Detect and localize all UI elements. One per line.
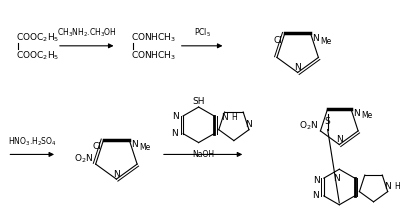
Text: N: N <box>131 140 138 149</box>
Text: N: N <box>245 120 252 129</box>
Text: O$_2$N: O$_2$N <box>74 153 94 165</box>
Text: Me: Me <box>321 37 332 46</box>
Text: N: N <box>113 170 120 179</box>
Text: COOC$_2$H$_5$: COOC$_2$H$_5$ <box>16 32 60 44</box>
Text: S: S <box>325 117 330 126</box>
Text: Cl: Cl <box>93 142 102 151</box>
Text: N: N <box>333 174 339 183</box>
Text: N: N <box>171 129 178 138</box>
Text: CONHCH$_3$: CONHCH$_3$ <box>131 32 176 44</box>
Text: O$_2$N: O$_2$N <box>299 120 319 132</box>
Text: SH: SH <box>192 97 205 106</box>
Text: H: H <box>395 182 400 191</box>
Text: N: N <box>353 109 360 118</box>
Text: Me: Me <box>361 111 372 120</box>
Text: COOC$_2$H$_5$: COOC$_2$H$_5$ <box>16 50 60 62</box>
Text: N: N <box>294 63 301 72</box>
Text: PCl$_5$: PCl$_5$ <box>194 26 210 39</box>
Text: N: N <box>312 191 319 200</box>
Text: N: N <box>384 182 391 191</box>
Text: N: N <box>173 112 179 121</box>
Text: Me: Me <box>139 143 150 152</box>
Text: N: N <box>336 135 343 144</box>
Text: H: H <box>231 114 237 123</box>
Text: Cl: Cl <box>273 36 282 45</box>
Text: NaOH: NaOH <box>192 150 214 159</box>
Text: CONHCH$_3$: CONHCH$_3$ <box>131 50 176 62</box>
Text: CH$_3$NH$_2$.CH$_3$OH: CH$_3$NH$_2$.CH$_3$OH <box>57 26 117 39</box>
Text: HNO$_3$.H$_2$SO$_4$: HNO$_3$.H$_2$SO$_4$ <box>8 135 57 148</box>
Text: N: N <box>313 176 320 185</box>
Text: N: N <box>221 114 228 123</box>
Text: N: N <box>312 34 319 43</box>
